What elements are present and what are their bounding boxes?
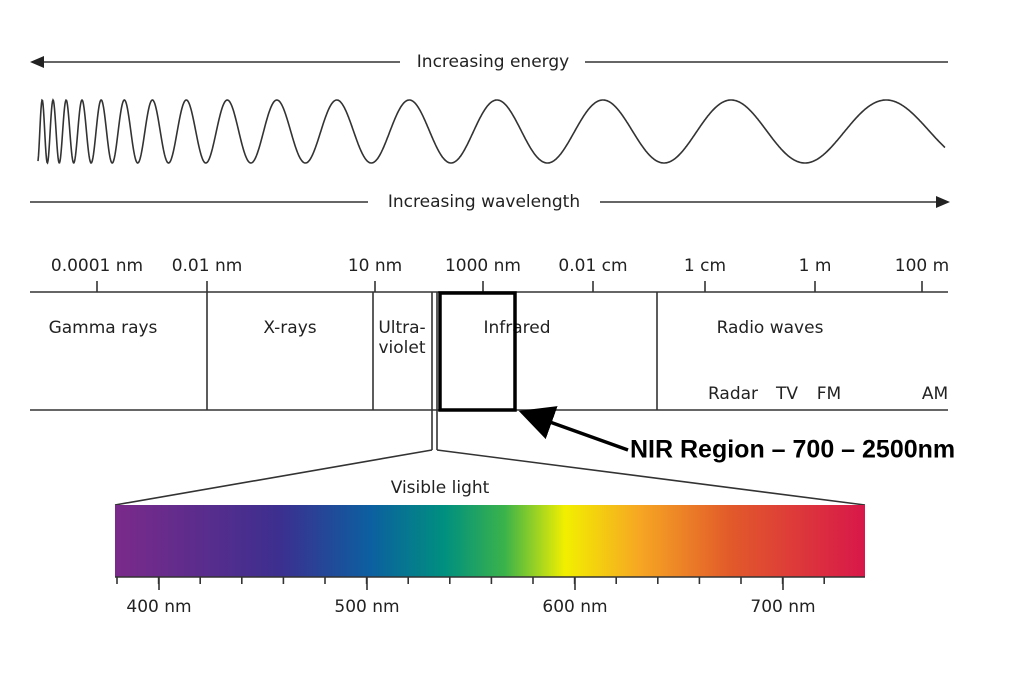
nir-box [438,291,517,412]
scale-label: 1 m [799,256,832,276]
region-label: Gamma rays [49,318,158,338]
energy-label: Increasing energy [417,52,569,72]
band-label: Radar [708,384,758,404]
arrow-head [30,56,44,68]
nir-arrow [518,406,629,452]
band-label: FM [817,384,841,404]
funnel [436,449,866,506]
scale-label: 100 m [895,256,949,276]
band-label: TV [775,384,798,404]
wavelength-label: Increasing wavelength [388,192,580,212]
scale-label: 10 nm [348,256,402,276]
region-label: Ultra- [378,318,425,338]
visible-tick-label: 600 nm [542,597,607,617]
region-label: Infrared [483,318,550,338]
region-label: X-rays [263,318,316,338]
visible-tick-label: 400 nm [126,597,191,617]
scale-label: 0.0001 nm [51,256,143,276]
visible-tick-label: 500 nm [334,597,399,617]
scale-label: 0.01 nm [172,256,243,276]
scale-label: 1000 nm [445,256,521,276]
visible-title: Visible light [391,478,490,498]
funnel [114,449,433,506]
visible-tick-label: 700 nm [750,597,815,617]
region-label: Radio waves [717,318,824,338]
arrow-head [936,196,950,208]
nir-annotation: NIR Region – 700 – 2500nm [630,436,955,464]
band-label: AM [922,384,948,404]
wave [37,98,946,165]
region-label: violet [378,338,425,358]
scale-label: 0.01 cm [558,256,627,276]
scale-label: 1 cm [684,256,726,276]
spectrum [115,505,865,577]
